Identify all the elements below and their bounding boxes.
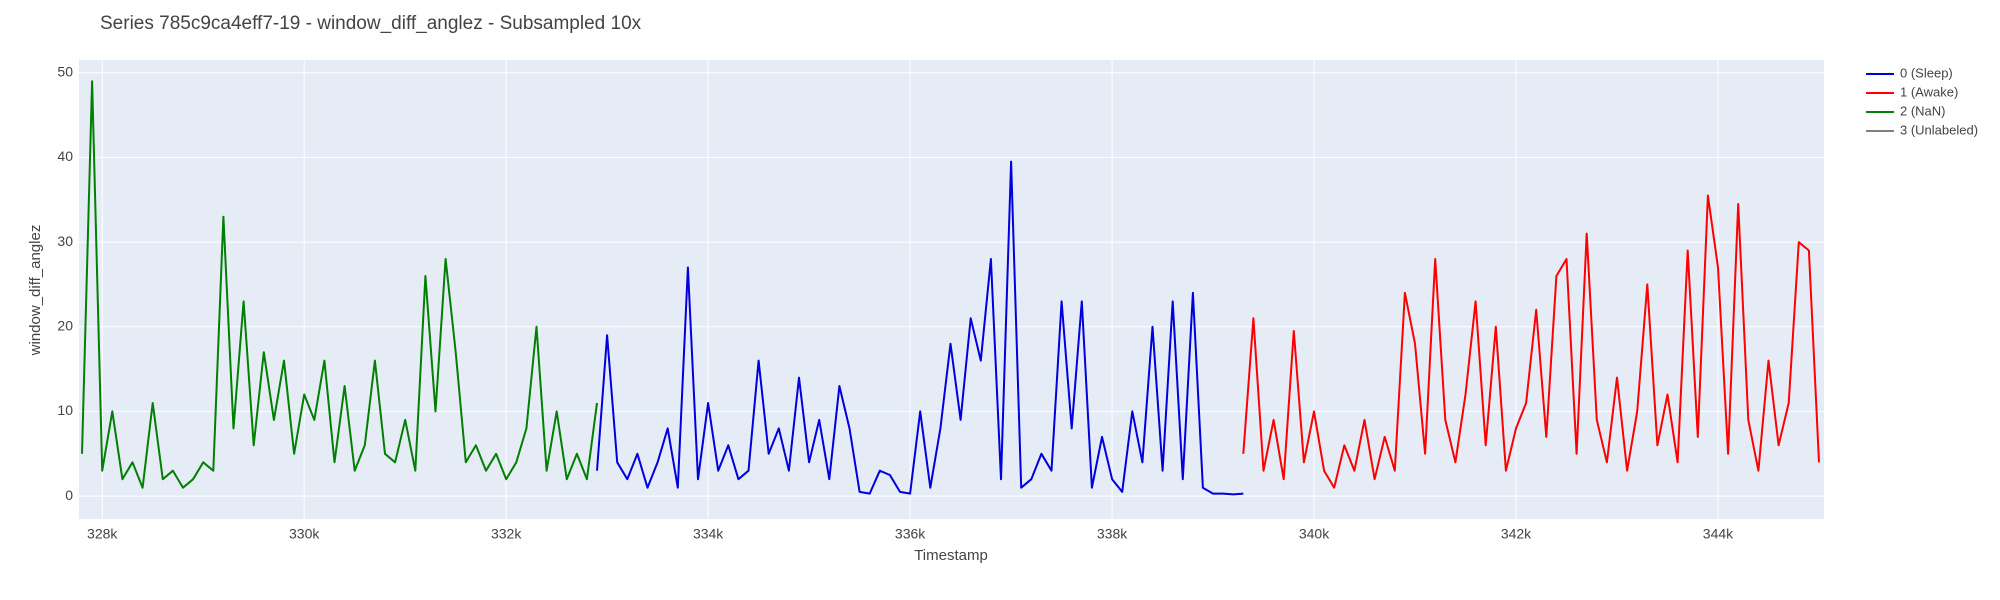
- y-tick-label: 20: [57, 317, 73, 333]
- plot-lines: [81, 80, 1820, 496]
- y-tick-label: 0: [65, 487, 73, 503]
- y-axis-title: window_diff_anglez: [27, 225, 44, 357]
- y-tick-label: 40: [57, 148, 73, 164]
- y-tick-label: 10: [57, 402, 73, 418]
- x-tick-label: 338k: [1097, 526, 1128, 542]
- chart-title: Series 785c9ca4eff7-19 - window_diff_ang…: [100, 13, 642, 34]
- x-tick-label: 340k: [1299, 526, 1330, 542]
- legend-label: 2 (NaN): [1900, 103, 1946, 118]
- legend-label: 3 (Unlabeled): [1900, 122, 1978, 137]
- series-line: [1242, 194, 1820, 489]
- x-tick-label: 330k: [289, 526, 320, 542]
- series-line: [81, 80, 598, 489]
- x-axis-title: Timestamp: [914, 547, 988, 564]
- y-tick-label: 50: [57, 63, 73, 79]
- x-tick-label: 342k: [1501, 526, 1532, 542]
- x-tick-label: 344k: [1703, 526, 1734, 542]
- legend-label: 0 (Sleep): [1900, 65, 1953, 80]
- legend-label: 1 (Awake): [1900, 84, 1958, 99]
- series-line: [596, 160, 1244, 496]
- x-tick-label: 334k: [693, 526, 724, 542]
- x-tick-label: 332k: [491, 526, 522, 542]
- x-tick-label: 336k: [895, 526, 926, 542]
- x-tick-label: 328k: [87, 526, 118, 542]
- plot-area: [79, 60, 1824, 519]
- y-tick-label: 30: [57, 233, 73, 249]
